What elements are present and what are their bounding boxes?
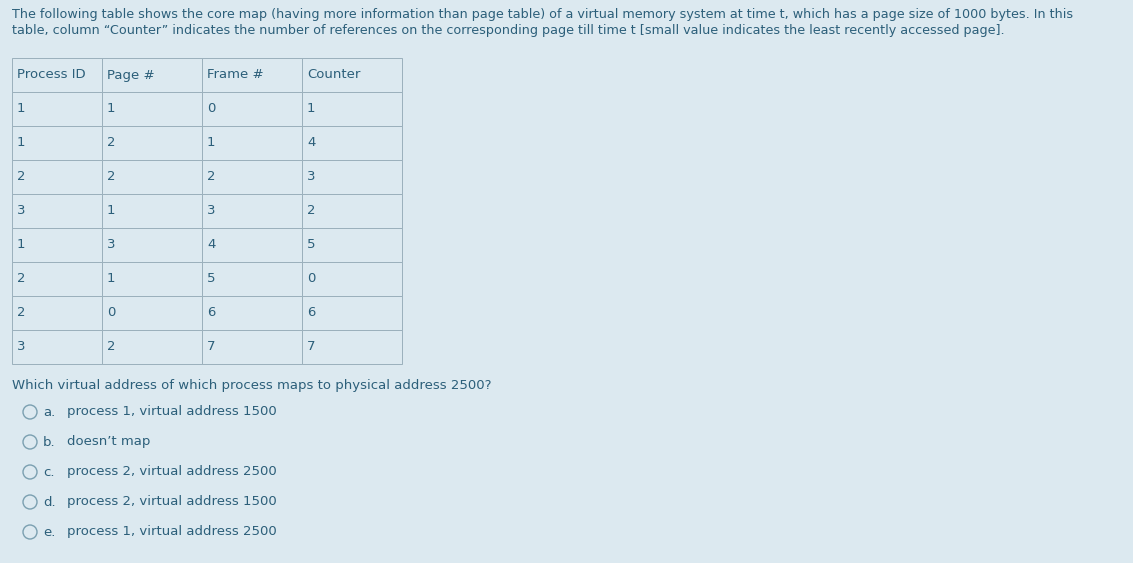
Bar xyxy=(12,92,102,126)
Bar xyxy=(303,296,402,330)
Text: 2: 2 xyxy=(107,171,116,184)
Bar xyxy=(12,330,102,364)
Circle shape xyxy=(23,495,37,509)
Bar xyxy=(202,262,303,296)
Text: 0: 0 xyxy=(307,272,315,285)
Bar xyxy=(202,92,303,126)
Text: 7: 7 xyxy=(207,341,215,354)
Text: Counter: Counter xyxy=(307,69,360,82)
Text: process 2, virtual address 1500: process 2, virtual address 1500 xyxy=(67,495,276,508)
Bar xyxy=(12,262,102,296)
Bar xyxy=(202,296,303,330)
Circle shape xyxy=(23,435,37,449)
Text: 2: 2 xyxy=(17,171,26,184)
Bar xyxy=(102,126,202,160)
Bar xyxy=(102,228,202,262)
Text: 4: 4 xyxy=(307,136,315,150)
Bar xyxy=(303,126,402,160)
Bar xyxy=(303,92,402,126)
Bar xyxy=(102,160,202,194)
Text: 2: 2 xyxy=(17,272,26,285)
Text: e.: e. xyxy=(43,525,56,538)
Text: 1: 1 xyxy=(17,239,26,252)
Text: 4: 4 xyxy=(207,239,215,252)
Text: 3: 3 xyxy=(107,239,116,252)
Bar xyxy=(12,58,102,92)
Bar xyxy=(202,160,303,194)
Text: 3: 3 xyxy=(17,341,26,354)
Text: 2: 2 xyxy=(107,341,116,354)
Bar xyxy=(102,296,202,330)
Text: 2: 2 xyxy=(107,136,116,150)
Bar xyxy=(102,262,202,296)
Bar xyxy=(102,330,202,364)
Text: 1: 1 xyxy=(107,272,116,285)
Text: 1: 1 xyxy=(107,102,116,115)
Text: 0: 0 xyxy=(107,306,116,319)
Circle shape xyxy=(23,465,37,479)
Bar xyxy=(202,194,303,228)
Circle shape xyxy=(23,405,37,419)
Bar xyxy=(303,194,402,228)
Text: 3: 3 xyxy=(207,204,215,217)
Text: Frame #: Frame # xyxy=(207,69,264,82)
Circle shape xyxy=(23,525,37,539)
Text: 2: 2 xyxy=(207,171,215,184)
Bar xyxy=(303,160,402,194)
Text: 3: 3 xyxy=(307,171,315,184)
Text: process 1, virtual address 1500: process 1, virtual address 1500 xyxy=(67,405,276,418)
Bar xyxy=(303,262,402,296)
Bar xyxy=(12,296,102,330)
Text: 1: 1 xyxy=(17,136,26,150)
Bar xyxy=(102,194,202,228)
Bar xyxy=(102,58,202,92)
Text: process 2, virtual address 2500: process 2, virtual address 2500 xyxy=(67,466,276,479)
Text: 1: 1 xyxy=(207,136,215,150)
Text: Page #: Page # xyxy=(107,69,154,82)
Text: 1: 1 xyxy=(17,102,26,115)
Text: doesn’t map: doesn’t map xyxy=(67,436,151,449)
Text: 1: 1 xyxy=(107,204,116,217)
Bar xyxy=(303,58,402,92)
Text: 7: 7 xyxy=(307,341,315,354)
Text: 5: 5 xyxy=(307,239,315,252)
Bar xyxy=(202,228,303,262)
Bar xyxy=(202,58,303,92)
Text: 2: 2 xyxy=(17,306,26,319)
Bar xyxy=(202,330,303,364)
Text: 6: 6 xyxy=(207,306,215,319)
Text: process 1, virtual address 2500: process 1, virtual address 2500 xyxy=(67,525,276,538)
Bar xyxy=(12,228,102,262)
Text: c.: c. xyxy=(43,466,54,479)
Bar xyxy=(12,160,102,194)
Bar xyxy=(303,228,402,262)
Bar xyxy=(102,92,202,126)
Text: 2: 2 xyxy=(307,204,315,217)
Text: a.: a. xyxy=(43,405,56,418)
Bar xyxy=(12,126,102,160)
Bar xyxy=(202,126,303,160)
Text: Which virtual address of which process maps to physical address 2500?: Which virtual address of which process m… xyxy=(12,379,492,392)
Text: 5: 5 xyxy=(207,272,215,285)
Text: 0: 0 xyxy=(207,102,215,115)
Text: table, column “Counter” indicates the number of references on the corresponding : table, column “Counter” indicates the nu… xyxy=(12,24,1005,37)
Text: 3: 3 xyxy=(17,204,26,217)
Text: b.: b. xyxy=(43,436,56,449)
Text: The following table shows the core map (having more information than page table): The following table shows the core map (… xyxy=(12,8,1073,21)
Text: 1: 1 xyxy=(307,102,315,115)
Text: d.: d. xyxy=(43,495,56,508)
Bar xyxy=(303,330,402,364)
Bar xyxy=(12,194,102,228)
Text: Process ID: Process ID xyxy=(17,69,86,82)
Text: 6: 6 xyxy=(307,306,315,319)
